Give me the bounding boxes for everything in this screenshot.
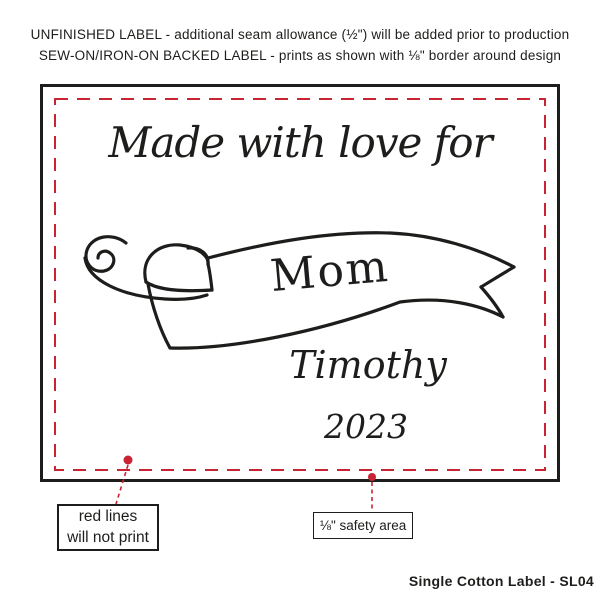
product-code-label: Single Cotton Label - SL04 [408,573,594,589]
red-lines-callout-line2: will not print [67,528,149,546]
label-sender-text: Timothy [289,343,447,387]
safety-area-callout: ⅛" safety area [313,512,413,539]
label-year-text: 2023 [324,407,408,446]
red-lines-callout-line1: red lines [78,508,138,526]
label-message-text: Made with love for [108,118,492,167]
safety-area-callout-text: ⅛" safety area [319,518,407,533]
red-lines-callout: red lines will not print [57,504,159,551]
unfinished-label-note: UNFINISHED LABEL - additional seam allow… [30,27,570,42]
backed-label-note: SEW-ON/IRON-ON BACKED LABEL - prints as … [38,48,562,63]
